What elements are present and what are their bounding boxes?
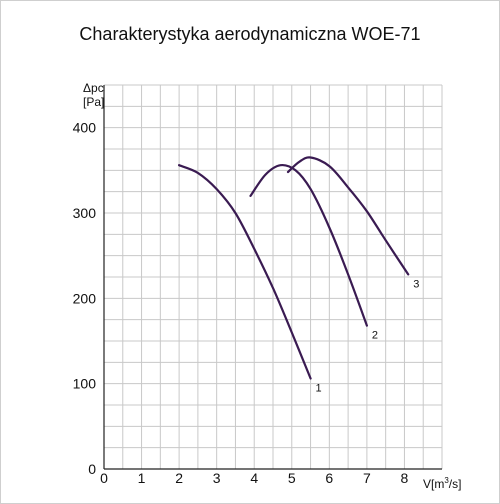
y-tick-label: 400 [73, 120, 97, 136]
x-tick-label: 0 [100, 470, 108, 486]
grid [103, 84, 443, 470]
x-tick-label: 6 [325, 470, 333, 486]
series-label-1: 1 [316, 383, 322, 395]
series-label-3: 3 [413, 278, 419, 290]
x-tick-label: 1 [138, 470, 146, 486]
series-labels: 1 2 3 [316, 278, 420, 394]
y-axis-label-unit: [Pa] [83, 95, 104, 109]
x-axis-label-end: /s] [449, 477, 462, 491]
y-tick-labels: 0 100 200 300 400 [73, 120, 97, 477]
axes [103, 85, 442, 470]
x-tick-label: 5 [288, 470, 296, 486]
y-tick-label: 0 [88, 461, 96, 477]
x-axis-label: V[m3/s] [423, 476, 461, 491]
series-line-2 [249, 163, 368, 327]
chart-title: Charakterystyka aerodynamiczna WOE-71 [79, 24, 420, 44]
y-tick-label: 300 [73, 205, 97, 221]
x-tick-label: 2 [175, 470, 183, 486]
y-axis-label-symbol: Δpc [83, 81, 104, 95]
y-tick-label: 200 [73, 290, 97, 306]
series [178, 156, 410, 380]
x-axis-label-main: V[m [423, 477, 444, 491]
series-label-2: 2 [372, 330, 378, 342]
x-tick-label: 7 [363, 470, 371, 486]
y-tick-label: 100 [73, 376, 97, 392]
x-axis-label-superscript: 3 [444, 476, 449, 485]
series-line-1 [178, 164, 312, 380]
series-line-3 [286, 156, 410, 276]
x-tick-label: 4 [250, 470, 258, 486]
x-tick-labels: 0 1 2 3 4 5 6 7 8 [100, 470, 408, 486]
x-tick-label: 3 [213, 470, 221, 486]
x-tick-label: 8 [401, 470, 409, 486]
